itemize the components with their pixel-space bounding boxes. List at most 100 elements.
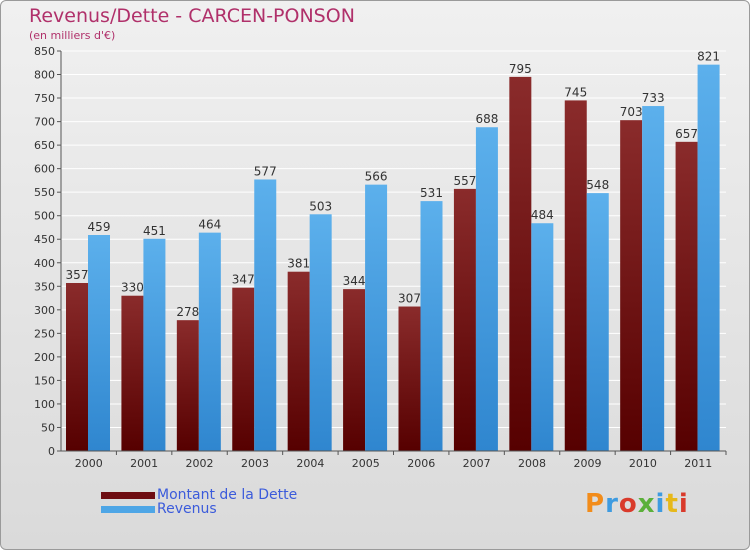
bar-revenus: [642, 106, 665, 451]
data-label: 548: [586, 178, 609, 192]
x-tick-label: 2005: [352, 457, 380, 470]
data-labels: 357 459 330 451 278 464 347 577 381 503 344 566 307 5…: [66, 50, 720, 320]
data-label: 357: [66, 268, 89, 282]
bar-revenus: [697, 64, 720, 451]
bar-revenus: [198, 232, 221, 451]
bar-revenus: [88, 235, 110, 451]
bar-revenus: [143, 238, 166, 451]
legend-item-dette: Montant de la Dette: [101, 487, 297, 503]
grid-lines: [61, 50, 726, 452]
data-label: 531: [420, 186, 443, 200]
data-label: 503: [309, 199, 332, 213]
data-label: 381: [287, 257, 310, 271]
y-tick-label: 850: [34, 45, 55, 58]
legend-swatch-dette: [101, 491, 155, 499]
data-label: 459: [88, 220, 111, 234]
bar-revenus: [586, 193, 609, 451]
x-tick-label: 2001: [130, 457, 158, 470]
y-tick-label: 100: [34, 398, 55, 411]
data-label: 733: [642, 91, 665, 105]
logo-letter: P: [585, 489, 606, 519]
bar-dette: [564, 100, 587, 451]
legend-label-dette: Montant de la Dette: [157, 487, 298, 503]
data-label: 344: [343, 274, 366, 288]
bar-dette: [675, 141, 698, 451]
axes: 0 50 100 150 200 250 300 350 400 450 500 550 600 650 7…: [34, 45, 727, 470]
logo-letter: r: [605, 489, 619, 519]
bar-revenus: [531, 223, 554, 451]
data-label: 566: [365, 170, 388, 184]
legend-swatch-revenus: [101, 505, 155, 513]
bar-dette: [176, 320, 199, 451]
x-tick-label: 2010: [629, 457, 657, 470]
bar-dette: [121, 295, 144, 451]
y-tick-label: 750: [34, 92, 55, 105]
proxiti-logo: Proxiti: [585, 489, 689, 519]
y-tick-label: 300: [34, 304, 55, 317]
x-tick-label: 2003: [241, 457, 269, 470]
bar-dette: [232, 287, 255, 451]
bar-dette: [620, 120, 643, 452]
bar-revenus: [475, 127, 498, 451]
data-label: 484: [531, 208, 554, 222]
y-tick-label: 700: [34, 116, 55, 129]
data-label: 557: [453, 174, 476, 188]
y-tick-label: 800: [34, 69, 55, 82]
data-label: 307: [398, 292, 421, 306]
legend-item-revenus: Revenus: [101, 501, 217, 517]
bar-dette: [66, 283, 88, 451]
data-label: 657: [675, 127, 698, 141]
y-tick-label: 250: [34, 327, 55, 340]
data-label: 577: [254, 164, 277, 178]
y-tick-label: 400: [34, 257, 55, 270]
bars: [66, 64, 720, 452]
x-tick-label: 2007: [463, 457, 491, 470]
x-tick-label: 2004: [296, 457, 324, 470]
y-tick-label: 350: [34, 280, 55, 293]
bar-dette: [509, 76, 532, 451]
y-tick-label: 200: [34, 351, 55, 364]
data-label: 330: [121, 281, 144, 295]
data-label: 703: [620, 105, 643, 119]
y-tick-label: 150: [34, 374, 55, 387]
logo-letter: i: [655, 489, 666, 519]
x-tick-label: 2008: [518, 457, 546, 470]
y-tick-label: 650: [34, 139, 55, 152]
bar-dette: [398, 306, 421, 451]
data-label: 688: [475, 112, 498, 126]
data-label: 278: [176, 305, 199, 319]
x-tick-label: 2009: [573, 457, 601, 470]
data-label: 464: [198, 218, 221, 232]
x-tick-label: 2002: [186, 457, 214, 470]
y-tick-label: 450: [34, 233, 55, 246]
y-tick-label: 600: [34, 163, 55, 176]
x-tick-label: 2011: [684, 457, 712, 470]
y-tick-label: 50: [41, 421, 55, 434]
bar-revenus: [309, 214, 332, 451]
data-label: 451: [143, 224, 166, 238]
y-tick-label: 500: [34, 210, 55, 223]
logo-letter: x: [637, 489, 656, 519]
x-tick-label: 2006: [407, 457, 435, 470]
chart-subtitle: (en milliers d'€): [29, 29, 116, 42]
y-tick-label: 550: [34, 186, 55, 199]
data-label: 821: [697, 50, 720, 64]
bar-revenus: [365, 184, 388, 451]
logo-letter: i: [678, 489, 689, 519]
bar-dette: [343, 289, 366, 451]
data-label: 745: [564, 85, 587, 99]
data-label: 795: [509, 62, 532, 76]
data-label: 347: [232, 273, 255, 287]
bar-revenus: [420, 201, 443, 451]
y-tick-label: 0: [48, 445, 55, 458]
logo-letter: t: [665, 489, 679, 519]
x-tick-label: 2000: [75, 457, 103, 470]
bar-dette: [287, 271, 310, 451]
bar-revenus: [254, 179, 277, 451]
chart-title: Revenus/Dette - CARCEN-PONSON: [29, 5, 355, 27]
bar-dette: [453, 188, 476, 451]
logo-letter: o: [618, 489, 638, 519]
legend-label-revenus: Revenus: [157, 501, 217, 517]
